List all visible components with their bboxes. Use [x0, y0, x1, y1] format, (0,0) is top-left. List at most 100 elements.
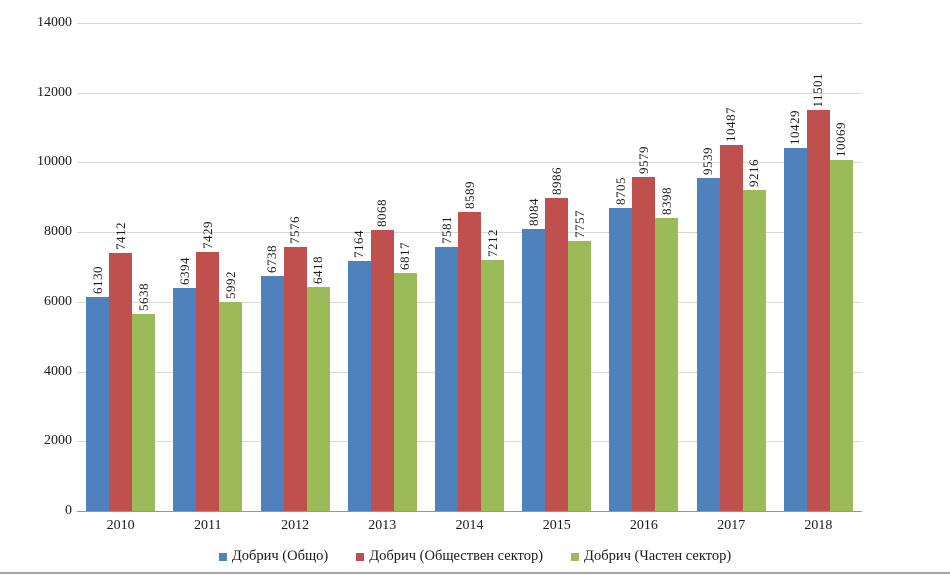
bar-value-label: 7757 [571, 209, 587, 238]
bar-value-text: 7581 [438, 215, 454, 244]
y-axis-tick-label: 0 [65, 503, 72, 518]
bar-value-label: 5992 [223, 271, 238, 299]
y-axis-tick-label: 14000 [37, 15, 72, 30]
bar-value-label: 10429 [787, 109, 803, 145]
bar: 10069 [829, 122, 853, 511]
y-axis-tick-label: 12000 [37, 84, 72, 100]
bar-value-text: 7429 [199, 221, 215, 250]
legend-swatch-icon [356, 552, 365, 561]
bar-value-text: 8084 [525, 198, 541, 227]
bar: 7757 [568, 210, 592, 511]
x-axis-tick-label: 2012 [281, 518, 310, 533]
bar-group-2017: 9539 10487 9216 2017 [696, 23, 766, 533]
bar-group-2014: 7581 8589 7212 2014 [435, 23, 504, 533]
bar-value-text: 8398 [659, 187, 675, 216]
bar: 9579 [632, 146, 656, 511]
bar-value-text: 9579 [636, 146, 652, 175]
gridline [77, 23, 862, 24]
y-axis-tick-label: 4000 [44, 363, 72, 379]
bar: 9216 [742, 159, 766, 511]
legend-swatch-icon [218, 552, 227, 561]
legend-label: Добрич (Частен сектор) [584, 548, 732, 564]
x-axis-tick-label: 2015 [542, 518, 571, 533]
bar-value-label: 7576 [287, 215, 303, 244]
bar: 8986 [545, 167, 569, 511]
bar: 6418 [306, 256, 330, 511]
bar-value-label: 7164 [351, 230, 367, 259]
bar-value-label: 6817 [397, 242, 412, 270]
x-axis-tick-label: 2014 [455, 518, 484, 533]
bar-value-text: 7757 [571, 209, 587, 238]
bar-value-label: 8986 [548, 166, 564, 195]
bar: 7412 [109, 222, 133, 511]
bar-value-text: 5638 [135, 283, 151, 312]
bar-group-2016: 8705 9579 8398 2016 [609, 23, 679, 533]
bar-value-label: 8589 [461, 180, 477, 209]
legend-swatch-icon [571, 552, 580, 561]
bar: 5992 [219, 271, 243, 511]
bar-value-label: 7212 [484, 228, 500, 257]
bar-value-label: 11501 [810, 72, 826, 108]
bar-value-text: 6738 [264, 245, 280, 274]
bar-value-text: 6130 [89, 266, 105, 295]
legend-label: Добрич (Обществен сектор) [369, 548, 544, 564]
bar-value-label: 6418 [310, 256, 326, 285]
bar-value-text: 8986 [548, 166, 564, 195]
bar: 6817 [393, 242, 417, 511]
bar: 5638 [132, 283, 156, 511]
bar-value-text: 8068 [374, 198, 390, 227]
bar-value-text: 8589 [461, 180, 477, 209]
bar: 7164 [347, 230, 371, 511]
bar-value-label: 8398 [659, 187, 675, 216]
y-axis-tick-label: 8000 [44, 224, 72, 240]
gridline [77, 162, 862, 164]
legend-item: Добрич (Обществен сектор) [356, 548, 543, 565]
legend-label: Добрич (Общо) [231, 548, 329, 564]
bar-value-text: 7212 [484, 228, 500, 257]
bar: 8398 [655, 187, 679, 511]
bar: 6130 [86, 266, 110, 511]
bar-value-text: 7412 [112, 221, 128, 250]
bar: 10429 [783, 110, 807, 511]
bar-group-2011: 6394 7429 5992 2011 [173, 23, 243, 533]
bar-group-2013: 7164 8068 6817 2013 [347, 23, 417, 533]
bar-value-text: 7164 [351, 230, 367, 259]
bar-group-2018: 10429 11501 10069 2018 [783, 23, 853, 533]
bar-value-label: 6130 [89, 266, 105, 295]
x-axis-tick-label: 2010 [106, 518, 135, 533]
bar-value-label: 9539 [700, 147, 716, 176]
bar-value-text: 8705 [613, 176, 629, 205]
x-axis-tick-label: 2017 [717, 518, 746, 533]
bar-value-text: 10429 [787, 109, 803, 145]
bar-value-label: 9579 [636, 146, 652, 175]
bar: 8705 [609, 177, 633, 511]
bar-value-label: 6394 [176, 257, 192, 286]
bar-value-text: 6394 [176, 257, 192, 286]
bar-value-text: 9539 [700, 147, 716, 176]
bar-value-label: 8068 [374, 198, 390, 227]
bar: 10487 [719, 107, 743, 511]
bar: 7429 [196, 221, 220, 511]
bar-value-text: 6418 [310, 256, 326, 285]
bar: 9539 [696, 147, 720, 511]
bar-value-label: 7412 [112, 221, 128, 250]
bar-value-label: 10069 [834, 122, 849, 157]
bar-value-label: 9216 [746, 159, 761, 187]
bar-value-text: 11501 [810, 72, 826, 108]
bar: 6394 [173, 257, 197, 511]
bar: 11501 [806, 73, 830, 511]
bar-value-text: 7576 [287, 215, 303, 244]
y-axis-tick-label: 10000 [37, 154, 72, 170]
legend-item: Добрич (Общо) [218, 548, 329, 565]
bar: 8589 [458, 181, 481, 511]
y-axis-tick-label: 6000 [44, 293, 72, 309]
bar: 8068 [370, 199, 394, 511]
bar-value-label: 7581 [438, 215, 454, 244]
bar-value-label: 8705 [613, 176, 629, 205]
bar-value-text: 10487 [723, 107, 739, 143]
bar-value-label: 6738 [264, 245, 280, 274]
plot-area: 6130 7412 5638 2010 6394 7429 5992 2011 6738 7576… [77, 23, 862, 533]
bar: 7576 [283, 216, 307, 511]
bar-value-label: 7429 [199, 221, 215, 250]
